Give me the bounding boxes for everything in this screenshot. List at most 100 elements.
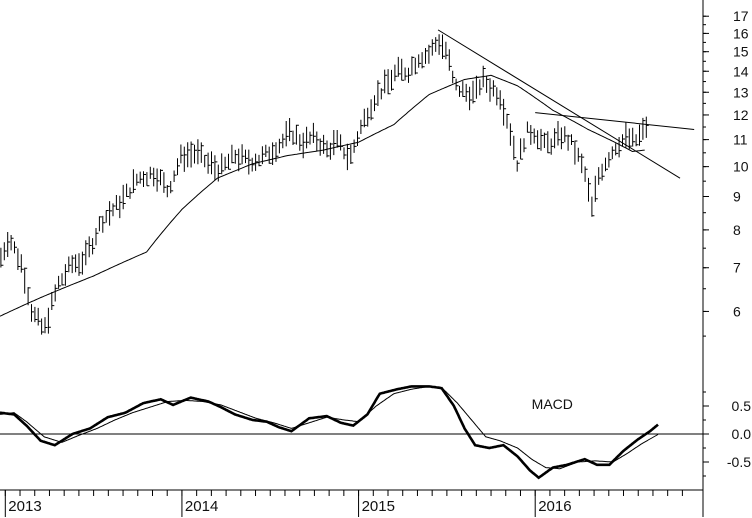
price-bar <box>272 142 276 165</box>
price-bar <box>459 85 462 97</box>
price-bar <box>136 173 140 186</box>
price-bar <box>75 254 79 273</box>
price-bar <box>448 49 452 71</box>
price-tick-label: 11 <box>733 132 748 148</box>
price-bar <box>384 69 388 94</box>
price-bar <box>509 123 513 146</box>
price-bar <box>591 196 595 217</box>
price-bar <box>431 39 435 56</box>
price-bar <box>428 44 432 64</box>
price-bar <box>472 80 476 104</box>
price-bar <box>414 57 418 75</box>
price-bar <box>408 67 411 83</box>
moving-average-line <box>0 74 645 317</box>
price-bar <box>462 81 466 97</box>
price-bar <box>92 238 96 255</box>
price-bar <box>401 58 405 81</box>
price-bar <box>3 242 7 261</box>
price-bar <box>360 119 364 134</box>
price-bar <box>329 142 333 160</box>
price-bar <box>564 126 568 143</box>
price-bar <box>479 79 483 96</box>
price-bar <box>47 307 51 334</box>
price-bar <box>537 130 541 150</box>
price-bar <box>520 138 524 160</box>
price-bar <box>139 171 143 184</box>
price-bar <box>571 134 574 145</box>
price-bar <box>469 86 473 111</box>
price-bar <box>404 67 408 81</box>
price-bar <box>489 78 493 102</box>
price-bar <box>115 195 119 210</box>
year-label: 2014 <box>185 498 218 515</box>
price-bar <box>465 83 469 102</box>
price-tick-label: 6 <box>733 303 741 319</box>
year-label: 2013 <box>8 498 41 515</box>
price-bar <box>88 236 92 258</box>
price-tick-label: 8 <box>733 222 741 238</box>
price-bar <box>132 169 136 193</box>
price-bar <box>78 253 82 276</box>
price-bar <box>126 183 130 197</box>
price-bar <box>363 108 367 128</box>
price-bar <box>58 275 62 289</box>
price-bar <box>143 171 146 187</box>
price-tick-label: 13 <box>733 84 749 100</box>
price-bar <box>316 131 320 152</box>
price-bar <box>170 181 174 194</box>
price-bar <box>622 134 625 147</box>
price-bar <box>98 216 102 232</box>
price-bar <box>105 210 109 223</box>
price-bar <box>642 117 646 140</box>
price-bar <box>160 169 163 186</box>
price-bar <box>635 134 639 147</box>
price-bar <box>411 56 415 76</box>
price-bars <box>0 34 649 335</box>
price-bar <box>346 143 350 171</box>
price-bar <box>214 155 218 180</box>
price-bar <box>594 175 598 202</box>
price-bar <box>289 118 293 142</box>
price-bar <box>387 69 391 95</box>
price-bar <box>632 127 636 147</box>
price-bar <box>285 121 289 147</box>
price-bar <box>166 185 170 198</box>
price-bar <box>20 254 24 273</box>
macd-signal-line <box>0 385 659 470</box>
price-bar <box>513 135 517 160</box>
price-bar <box>309 131 313 145</box>
price-bar <box>190 141 194 168</box>
price-bar <box>486 75 490 93</box>
price-bar <box>499 90 503 110</box>
price-bar <box>343 147 347 160</box>
price-bar <box>258 154 262 167</box>
price-tick-label: 17 <box>733 8 749 24</box>
price-bar <box>0 247 4 268</box>
price-bar <box>380 88 384 100</box>
price-bar <box>550 138 554 155</box>
price-bar <box>625 122 629 148</box>
price-bar <box>51 292 55 310</box>
price-bar <box>323 134 327 154</box>
price-bar <box>81 251 85 275</box>
price-tick-label: 12 <box>733 107 749 123</box>
price-tick-label: 16 <box>733 25 749 41</box>
price-bar <box>194 144 197 164</box>
price-bar <box>17 248 21 270</box>
price-bar <box>605 157 608 172</box>
price-bar <box>275 142 279 162</box>
price-bar <box>608 152 612 168</box>
price-bar <box>418 54 422 68</box>
price-bar <box>560 127 564 150</box>
price-bar <box>492 80 496 97</box>
price-bar <box>377 80 381 106</box>
price-bar <box>357 131 360 146</box>
price-tick-label: 14 <box>733 63 749 79</box>
price-bar <box>44 317 48 334</box>
price-bar <box>221 153 225 175</box>
price-bar <box>14 241 17 254</box>
price-bar <box>526 121 530 133</box>
price-bar <box>574 140 578 165</box>
price-bar <box>122 184 126 210</box>
